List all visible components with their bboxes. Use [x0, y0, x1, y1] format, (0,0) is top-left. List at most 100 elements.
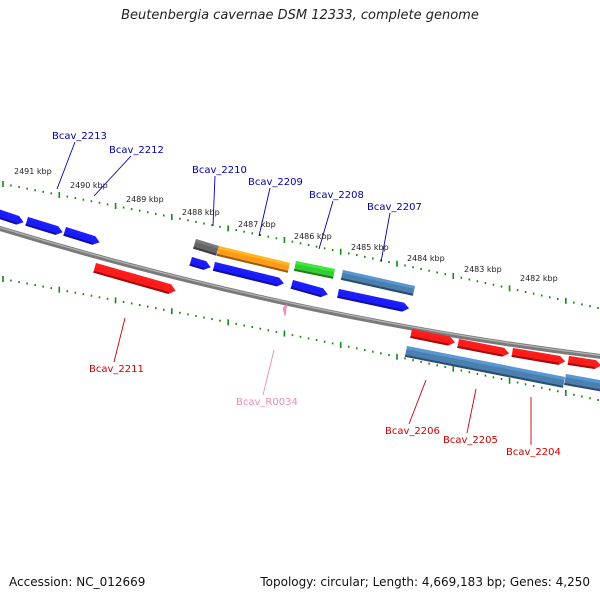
- gene-label-bcav-2207[interactable]: Bcav_2207: [367, 202, 422, 213]
- gene-bcav-2210b[interactable]: [189, 257, 212, 272]
- gene-band-2-shadow: [564, 382, 600, 392]
- major-tick: [2, 276, 4, 282]
- major-tick: [452, 272, 455, 279]
- gene-bcav-2208b[interactable]: [290, 280, 329, 299]
- minor-tick: [331, 249, 334, 252]
- gene-bcav-2210-highlight: [195, 239, 219, 249]
- gene-bcav-2209-shadow: [216, 253, 289, 273]
- minor-tick: [203, 316, 205, 319]
- gene-label-bcav-2212[interactable]: Bcav_2212: [109, 145, 164, 156]
- gene-bcav-2203-highlight: [568, 356, 599, 364]
- minor-tick: [50, 192, 53, 195]
- major-tick: [171, 308, 173, 315]
- minor-tick: [404, 357, 406, 360]
- gene-bcav-2207b[interactable]: [337, 289, 410, 313]
- minor-tick: [219, 225, 221, 228]
- gene-label-bcav-2210[interactable]: Bcav_2210: [192, 165, 247, 176]
- minor-tick: [122, 206, 125, 209]
- scale-label: 2484 kbp: [407, 254, 445, 263]
- gene-bcav-2209[interactable]: [216, 246, 291, 273]
- gene-label-bcav-2211[interactable]: Bcav_2211: [89, 364, 144, 375]
- minor-tick: [66, 195, 69, 198]
- scale-label: 2491 kbp: [14, 167, 52, 176]
- minor-tick: [556, 298, 559, 301]
- minor-tick: [10, 279, 12, 282]
- minor-tick: [460, 369, 463, 372]
- minor-tick: [163, 308, 165, 311]
- gene-label-bcav-2213[interactable]: Bcav_2213: [52, 131, 107, 142]
- major-tick: [396, 260, 398, 267]
- gene-bcav-2209b[interactable]: [212, 262, 285, 288]
- minor-tick: [388, 261, 390, 264]
- minor-tick: [122, 300, 125, 303]
- minor-tick: [532, 292, 535, 295]
- gene-bcav-2208[interactable]: [293, 261, 335, 279]
- genome-backbone: [0, 225, 600, 359]
- minor-tick: [372, 350, 374, 353]
- gene-bcav-2206[interactable]: [410, 329, 456, 347]
- rna-marker-icon[interactable]: [282, 303, 288, 317]
- minor-tick: [460, 276, 463, 279]
- gene-bcav-2208b-shadow: [290, 286, 322, 298]
- minor-tick: [516, 381, 519, 384]
- scale-label: 2485 kbp: [351, 243, 389, 252]
- minor-tick: [331, 342, 334, 345]
- gene-bcav-2210[interactable]: [193, 239, 219, 256]
- gene-label-bcav-2205[interactable]: Bcav_2205: [443, 435, 498, 446]
- leader-bcav-2205: [466, 388, 477, 434]
- major-tick: [2, 181, 4, 187]
- gene-bcav-2213-highlight: [27, 217, 61, 230]
- gene-label-bcav-2209[interactable]: Bcav_2209: [248, 177, 303, 188]
- gene-bcav-2211[interactable]: [93, 263, 177, 296]
- gene-bcav-2204[interactable]: [511, 348, 566, 366]
- gene-bcav-2203[interactable]: [567, 356, 600, 370]
- major-tick: [339, 248, 342, 255]
- minor-tick: [90, 200, 93, 203]
- minor-tick: [275, 330, 278, 333]
- minor-tick: [388, 354, 390, 357]
- gene-bcav-2212-highlight: [65, 227, 98, 240]
- minor-tick: [428, 269, 430, 272]
- gene-bcav-2212[interactable]: [63, 227, 101, 247]
- gene-label-bcav-2208[interactable]: Bcav_2208: [309, 190, 364, 201]
- leader-bcav-2207: [380, 212, 391, 263]
- minor-tick: [10, 184, 12, 187]
- gene-band-2[interactable]: [564, 374, 600, 392]
- gene-band-1[interactable]: [404, 346, 565, 388]
- major-tick: [283, 330, 286, 337]
- gene-bcav-2210-shadow: [193, 246, 217, 256]
- gene-bcav-2207[interactable]: [340, 270, 415, 296]
- minor-tick: [90, 294, 93, 297]
- minor-tick: [203, 222, 205, 225]
- minor-tick: [597, 399, 599, 401]
- genome-backbone-highlight: [0, 226, 600, 356]
- minor-tick: [380, 352, 382, 355]
- major-tick: [565, 297, 567, 304]
- gene-bcav-2205[interactable]: [457, 339, 510, 358]
- minor-tick: [74, 291, 77, 294]
- gene-label-bcav-2206[interactable]: Bcav_2206: [385, 426, 440, 437]
- gene-bcav-2214[interactable]: [0, 209, 25, 227]
- leader-bcav-2212: [93, 155, 132, 197]
- gene-bcav-2207b-shadow: [337, 295, 403, 312]
- minor-tick: [372, 257, 374, 260]
- minor-tick: [187, 219, 189, 222]
- minor-tick: [146, 211, 149, 214]
- scale-label: 2487 kbp: [238, 220, 276, 229]
- gene-label-bcav-2204[interactable]: Bcav_2204: [506, 447, 561, 458]
- minor-tick: [82, 198, 85, 201]
- minor-tick: [589, 397, 591, 400]
- minor-tick: [74, 197, 77, 200]
- minor-tick: [154, 307, 157, 310]
- minor-tick: [50, 287, 53, 290]
- gene-bcav-2211-shadow: [93, 270, 170, 294]
- minor-tick: [26, 187, 28, 190]
- minor-tick: [476, 280, 479, 283]
- leader-bcav-2208: [318, 200, 334, 250]
- gene-bcav-2209-highlight: [218, 246, 291, 266]
- gene-bcav-2213[interactable]: [25, 217, 64, 237]
- major-tick: [508, 377, 511, 384]
- major-tick: [114, 202, 117, 209]
- minor-tick: [516, 289, 519, 292]
- gene-label-bcav-r0034[interactable]: Bcav_R0034: [236, 397, 298, 408]
